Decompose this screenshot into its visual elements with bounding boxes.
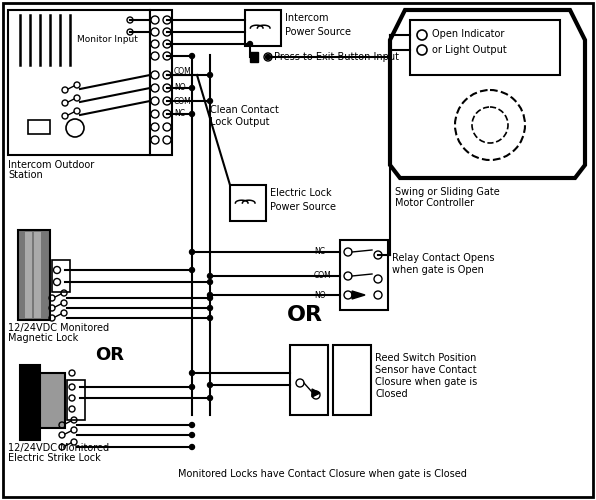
Text: Relay Contact Opens: Relay Contact Opens [392, 253, 495, 263]
Circle shape [207, 382, 213, 388]
Text: 12/24VDC Monitored: 12/24VDC Monitored [8, 323, 109, 333]
Bar [18, 230, 50, 320]
Bar [25, 232, 32, 318]
Text: when gate is Open: when gate is Open [392, 265, 484, 275]
Text: Electric Lock: Electric Lock [270, 188, 331, 198]
Text: Intercom: Intercom [285, 13, 328, 23]
Circle shape [190, 250, 194, 254]
Bar [8, 10, 150, 155]
Text: Magnetic Lock: Magnetic Lock [8, 333, 78, 343]
Text: Motor Controller: Motor Controller [395, 198, 474, 208]
Bar [40, 373, 65, 428]
Circle shape [190, 86, 194, 90]
Circle shape [190, 268, 194, 272]
Text: COM: COM [174, 96, 192, 106]
Bar [52, 260, 70, 292]
Text: or Light Output: or Light Output [432, 45, 507, 55]
Bar [28, 120, 50, 134]
Text: OR: OR [287, 305, 323, 325]
Bar [230, 185, 266, 221]
Text: Lock Output: Lock Output [210, 117, 269, 127]
Bar [34, 232, 41, 318]
Text: Press to Exit Button Input: Press to Exit Button Input [274, 52, 399, 62]
Text: NO: NO [174, 84, 185, 92]
Bar [250, 52, 258, 62]
Text: OR: OR [95, 346, 125, 364]
Polygon shape [352, 291, 365, 299]
Circle shape [207, 280, 213, 284]
Circle shape [265, 54, 271, 60]
Text: Reed Switch Position: Reed Switch Position [375, 353, 476, 363]
Circle shape [190, 432, 194, 438]
Bar [410, 20, 560, 75]
Circle shape [207, 274, 213, 278]
Text: NO: NO [314, 290, 325, 300]
Bar [245, 10, 281, 46]
Text: Monitor Input: Monitor Input [77, 36, 138, 44]
Text: Closure when gate is: Closure when gate is [375, 377, 477, 387]
Circle shape [247, 42, 253, 46]
Circle shape [190, 370, 194, 376]
Bar [333, 345, 371, 415]
Text: COM: COM [174, 68, 192, 76]
Bar [67, 380, 85, 420]
Circle shape [207, 306, 213, 310]
Circle shape [190, 384, 194, 390]
Text: Open Indicator: Open Indicator [432, 29, 504, 39]
Circle shape [207, 72, 213, 78]
Text: NC: NC [174, 110, 185, 118]
Circle shape [207, 296, 213, 300]
Text: Intercom Outdoor: Intercom Outdoor [8, 160, 94, 170]
Circle shape [190, 422, 194, 428]
Text: Power Source: Power Source [285, 27, 351, 37]
Polygon shape [312, 389, 320, 397]
Text: Swing or Sliding Gate: Swing or Sliding Gate [395, 187, 500, 197]
Circle shape [190, 444, 194, 450]
Circle shape [207, 292, 213, 298]
Circle shape [207, 316, 213, 320]
Text: NC: NC [314, 248, 325, 256]
Bar [150, 10, 172, 155]
Circle shape [190, 54, 194, 59]
Circle shape [207, 98, 213, 103]
Text: COM: COM [314, 272, 332, 280]
Text: Clean Contact: Clean Contact [210, 105, 279, 115]
Circle shape [190, 112, 194, 116]
Text: Monitored Locks have Contact Closure when gate is Closed: Monitored Locks have Contact Closure whe… [178, 469, 467, 479]
Text: Power Source: Power Source [270, 202, 336, 212]
Text: 12/24VDC Monitored: 12/24VDC Monitored [8, 443, 109, 453]
Text: Closed: Closed [375, 389, 408, 399]
Bar [20, 365, 40, 440]
Bar [290, 345, 328, 415]
Bar [340, 240, 388, 310]
Text: Sensor have Contact: Sensor have Contact [375, 365, 477, 375]
Circle shape [207, 396, 213, 400]
Text: Station: Station [8, 170, 43, 180]
Text: Electric Strike Lock: Electric Strike Lock [8, 453, 101, 463]
